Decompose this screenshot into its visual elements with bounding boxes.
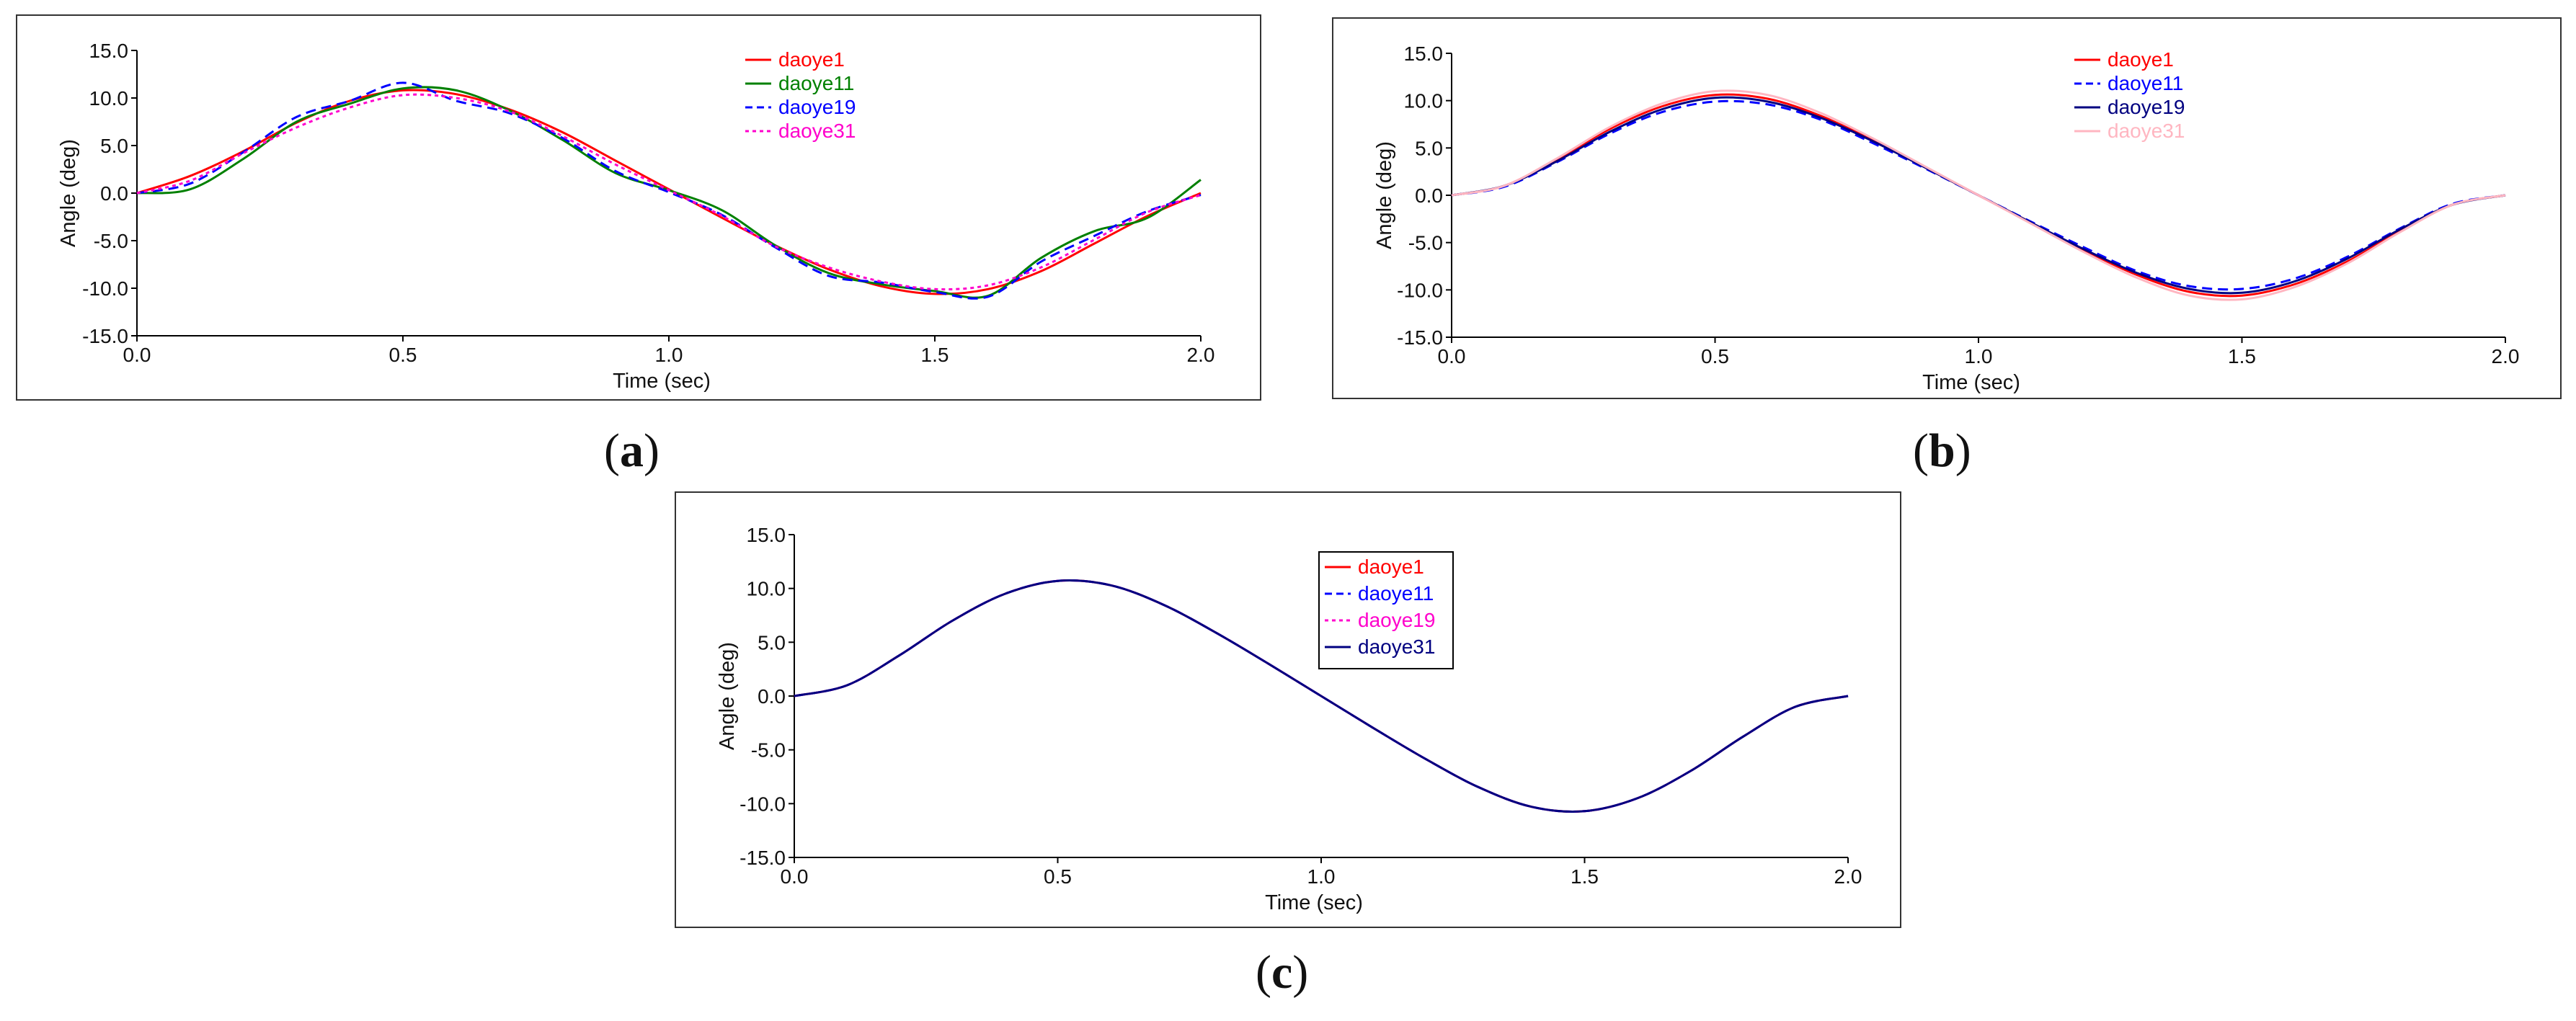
- chart-a-y-tick-label: -15.0: [82, 325, 128, 347]
- chart-a-y-tick-label: 10.0: [89, 87, 129, 110]
- chart-c-legend-box: [1318, 551, 1454, 669]
- chart-a-y-tick-label: -10.0: [82, 277, 128, 300]
- chart-b-legend-label-daoye19: daoye19: [2108, 96, 2185, 118]
- chart-c-x-tick-label: 1.0: [1307, 865, 1336, 888]
- chart-a-legend-label-daoye11: daoye11: [778, 72, 854, 94]
- chart-b-x-tick-label: 2.0: [2492, 345, 2520, 367]
- chart-c-y-tick-label: 5.0: [758, 631, 786, 654]
- chart-b-x-tick-label: 1.0: [1965, 345, 1993, 367]
- chart-c-x-tick-label: 0.5: [1044, 865, 1072, 888]
- chart-b-series-line-daoye11: [1451, 99, 2506, 291]
- chart-b-legend-label-daoye31: daoye31: [2108, 120, 2185, 142]
- chart-b-x-tick-label: 1.5: [2228, 345, 2256, 367]
- chart-c-y-axis-title: Angle (deg): [716, 642, 739, 750]
- chart-a-x-tick-label: 2.0: [1187, 344, 1215, 366]
- chart-b-y-tick-label: -5.0: [1408, 232, 1443, 254]
- chart-a-x-tick-label: 0.5: [389, 344, 417, 366]
- chart-a-legend-label-daoye1: daoye1: [778, 48, 845, 71]
- chart-a-series-line-daoye11: [136, 86, 1202, 299]
- chart-panel-b: 15.0 10.0 5.0 0.0 -5.0 -10.0 -15.0 0.0 0.5 1.0 1.5…: [1332, 17, 2562, 399]
- chart-b-y-tick-label: -15.0: [1397, 326, 1443, 349]
- chart-a-x-tick-label: 0.0: [123, 344, 151, 366]
- chart-c-legend-label-daoye1: daoye1: [1358, 556, 1424, 578]
- chart-b-y-tick-label: 10.0: [1404, 90, 1444, 112]
- chart-a-svg: 15.010.05.00.0-5.0-10.0-15.00.0 0.5 1.0 1.5…: [57, 40, 1215, 393]
- chart-b-y-tick-label: -10.0: [1397, 279, 1443, 301]
- chart-a-legend-label-daoye19: daoye19: [778, 96, 856, 118]
- chart-c-legend-label-daoye11: daoye11: [1358, 582, 1434, 605]
- chart-b-legend-label-daoye11: daoye11: [2108, 72, 2183, 94]
- chart-a-y-tick-label: -5.0: [94, 230, 128, 252]
- caption-a: (a): [604, 424, 659, 477]
- chart-a-series-line-daoye31: [136, 93, 1202, 291]
- chart-c-y-tick-label: 10.0: [747, 578, 786, 600]
- chart-panel-c: 15.0 10.0 5.0 0.0 -5.0 -10.0 -15.0 0.0 0.5 1.0 1.5…: [675, 491, 1901, 928]
- chart-c-x-tick-label: 2.0: [1834, 865, 1862, 888]
- chart-a-y-tick-label: 0.0: [100, 182, 128, 205]
- chart-b-legend-label-daoye1: daoye1: [2108, 48, 2174, 71]
- chart-a-x-tick-label: 1.0: [655, 344, 683, 366]
- chart-a-y-axis-title: Angle (deg): [57, 139, 80, 247]
- chart-panel-a: 15.0 10.0 5.0 0.0 -5.0 -10.0 -15.0 0.0 0.5 1.0 1.5…: [16, 14, 1261, 401]
- chart-a-x-tick-label: 1.5: [921, 344, 949, 366]
- chart-a-y-tick-label: 15.0: [89, 40, 129, 62]
- chart-b-x-tick-label: 0.0: [1438, 345, 1466, 367]
- chart-b-svg: 15.010.05.00.0-5.0-10.0-15.00.0 0.5 1.0 1.5…: [1373, 43, 2520, 394]
- chart-c-legend-label-daoye31: daoye31: [1358, 636, 1435, 658]
- chart-b-y-tick-label: 15.0: [1404, 43, 1444, 65]
- chart-b-series-line-daoye31: [1451, 89, 2506, 301]
- caption-c: (c): [1256, 946, 1309, 999]
- chart-b-x-tick-label: 0.5: [1701, 345, 1729, 367]
- chart-c-y-tick-label: 0.0: [758, 685, 786, 708]
- chart-c-svg: 15.010.05.00.0-5.0-10.0-15.00.0 0.5 1.0 1.5…: [716, 524, 1862, 914]
- chart-c-x-tick-label: 1.5: [1571, 865, 1599, 888]
- chart-b-y-axis-title: Angle (deg): [1373, 141, 1396, 249]
- chart-b-x-axis-title: Time (sec): [1922, 371, 2020, 394]
- chart-c-y-tick-label: -5.0: [751, 739, 786, 762]
- chart-a-series-line-daoye19: [136, 81, 1202, 300]
- chart-c-y-tick-label: 15.0: [747, 524, 786, 546]
- caption-b: (b): [1913, 424, 1971, 477]
- chart-c-x-tick-label: 0.0: [781, 865, 809, 888]
- chart-b-y-tick-label: 0.0: [1415, 184, 1443, 207]
- chart-a-y-tick-label: 5.0: [100, 135, 128, 157]
- chart-c-legend-label-daoye19: daoye19: [1358, 609, 1435, 631]
- chart-c-y-tick-label: -15.0: [740, 847, 786, 869]
- chart-a-x-axis-title: Time (sec): [613, 370, 711, 393]
- chart-c-y-tick-label: -10.0: [740, 793, 786, 815]
- chart-b-y-tick-label: 5.0: [1415, 137, 1443, 159]
- chart-c-x-axis-title: Time (sec): [1265, 891, 1363, 914]
- chart-a-legend-label-daoye31: daoye31: [778, 120, 856, 142]
- chart-c-series-line-daoye31: [794, 579, 1849, 813]
